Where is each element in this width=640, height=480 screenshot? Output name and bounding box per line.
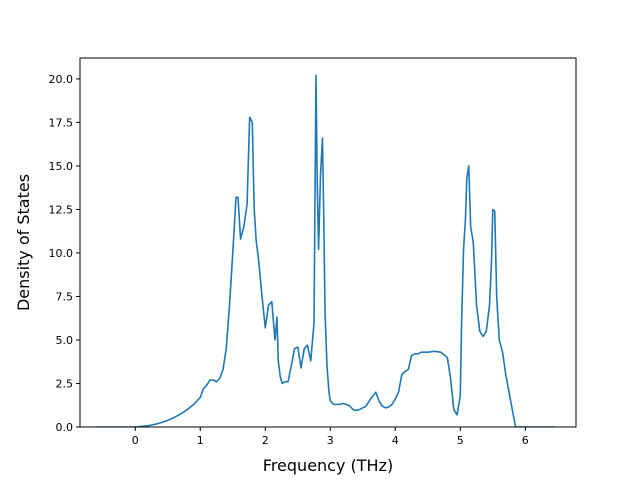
y-tick-label: 7.5: [56, 290, 74, 303]
x-tick-label: 4: [392, 434, 399, 447]
y-tick-label: 10.0: [49, 247, 74, 260]
series-line-0: [96, 74, 555, 427]
y-tick-label: 5.0: [56, 334, 74, 347]
x-axis-label: Frequency (THz): [263, 456, 393, 475]
plot-area-frame: [79, 57, 577, 428]
y-axis-label: Density of States: [14, 174, 33, 311]
y-tick-label: 2.5: [56, 377, 74, 390]
y-tick-label: 0.0: [56, 421, 74, 434]
x-tick-label: 3: [327, 434, 334, 447]
y-tick-label: 17.5: [49, 116, 74, 129]
y-tick-label: 15.0: [49, 160, 74, 173]
y-tick-label: 12.5: [49, 203, 74, 216]
x-tick-label: 0: [132, 434, 139, 447]
y-axis-ticks: 0.0 2.5 5.0 7.5 10.0 12.5 15.0 17.5 20.0: [49, 73, 80, 434]
x-tick-label: 1: [197, 434, 204, 447]
x-tick-label: 2: [262, 434, 269, 447]
y-tick-label: 20.0: [49, 73, 74, 86]
x-tick-label: 5: [457, 434, 464, 447]
plot-layer: [96, 74, 555, 427]
x-axis-ticks: 0 1 2 3 4 5 6: [132, 427, 529, 447]
x-tick-label: 6: [522, 434, 529, 447]
